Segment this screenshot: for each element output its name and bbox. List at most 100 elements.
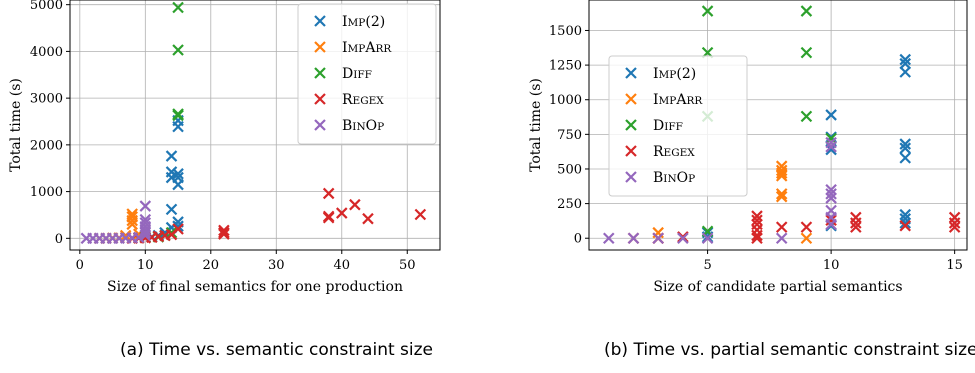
- data-point: [126, 218, 138, 231]
- legend-label: REGEX: [653, 144, 695, 160]
- legend-label: BINOP: [342, 118, 384, 134]
- panel-b-scatter: 5 10 15 0 250 500 750 1000 1250 1500 Size of candi…: [528, 0, 968, 295]
- data-point: [775, 170, 788, 182]
- data-point: [126, 214, 138, 227]
- data-point: [751, 232, 763, 245]
- legend-marker: [314, 93, 326, 105]
- y-tick-label: 5000: [30, 0, 63, 13]
- legend-marker: [625, 145, 637, 157]
- data-point: [701, 5, 714, 17]
- data-point: [775, 167, 788, 179]
- data-point: [80, 232, 93, 245]
- y-tick-label: 4000: [30, 45, 63, 60]
- data-point: [948, 221, 961, 233]
- legend-label: BINOP: [653, 170, 695, 186]
- data-point: [139, 229, 152, 242]
- legend-label: IMP(2): [342, 14, 385, 30]
- legend-marker: [625, 67, 637, 79]
- data-point: [602, 232, 615, 245]
- data-point: [825, 218, 837, 231]
- x-tick-label: 40: [333, 258, 350, 273]
- legend-marker: [314, 41, 326, 53]
- x-tick-label: 10: [137, 258, 154, 273]
- data-point: [775, 190, 788, 203]
- y-tick-label: 2000: [30, 138, 63, 153]
- data-point: [652, 232, 664, 245]
- data-point: [751, 210, 763, 222]
- data-point: [825, 141, 837, 153]
- y-tick-label: 500: [557, 162, 582, 177]
- data-point: [850, 217, 862, 229]
- data-point: [850, 221, 862, 233]
- data-point: [165, 150, 178, 162]
- data-point: [800, 46, 813, 59]
- data-point: [775, 232, 788, 245]
- data-point: [775, 188, 788, 200]
- data-point: [800, 110, 813, 123]
- legend-label: IMPARR: [653, 92, 703, 108]
- data-point: [218, 224, 230, 237]
- x-tick-label: 10: [823, 258, 840, 273]
- legend-marker: [625, 171, 637, 183]
- legend-marker: [625, 119, 637, 131]
- legend-label: DIFF: [653, 118, 683, 134]
- data-point: [172, 1, 184, 14]
- y-tick-label: 1000: [30, 185, 63, 200]
- data-point: [172, 109, 184, 122]
- data-point: [139, 226, 152, 239]
- plot-frame: [69, 0, 441, 251]
- legend-box: [297, 3, 437, 145]
- data-point: [825, 192, 837, 204]
- legend-marker: [314, 119, 326, 131]
- y-tick-label: 250: [557, 197, 582, 212]
- data-point: [800, 232, 813, 245]
- data-point: [825, 132, 837, 145]
- data-point: [899, 208, 912, 221]
- y-axis-label: Total time (s): [528, 78, 544, 172]
- data-point: [335, 207, 348, 219]
- legend-label: IMP(2): [653, 66, 696, 82]
- y-tick-label: 750: [557, 128, 582, 143]
- y-tick-label: 1000: [549, 93, 582, 108]
- x-axis-label: Size of candidate partial semantics: [653, 279, 902, 295]
- data-point: [349, 198, 361, 211]
- data-point: [362, 212, 374, 225]
- x-tick-label: 15: [946, 258, 963, 273]
- data-point: [172, 178, 184, 191]
- legend-marker: [314, 15, 326, 27]
- data-point: [800, 221, 813, 233]
- data-point: [414, 208, 427, 221]
- x-tick-label: 20: [203, 258, 220, 273]
- data-point: [825, 136, 837, 149]
- data-point: [677, 232, 689, 245]
- data-point: [899, 66, 912, 78]
- data-point: [218, 228, 230, 240]
- data-point: [119, 229, 132, 242]
- data-point: [899, 142, 912, 154]
- legend-label: DIFF: [342, 66, 372, 82]
- caption-a: (a) Time vs. semantic constraint size: [120, 340, 434, 360]
- y-tick-label: 0: [55, 232, 63, 247]
- y-tick-label: 3000: [30, 92, 63, 107]
- panel-a-scatter: 0 10 20 30 40 50 0 1000 2000 3000 4000 5000 Size of …: [8, 0, 441, 295]
- data-point: [751, 214, 763, 226]
- data-point: [172, 168, 184, 180]
- x-axis-label: Size of final semantics for one producti…: [107, 279, 403, 295]
- y-tick-label: 1250: [549, 59, 582, 74]
- legend-label: IMPARR: [342, 40, 392, 56]
- x-tick-label: 30: [268, 258, 285, 273]
- y-tick-label: 0: [574, 232, 582, 247]
- data-point: [800, 5, 813, 17]
- data-point: [627, 232, 640, 245]
- data-point: [899, 217, 912, 229]
- data-point: [825, 188, 837, 200]
- data-point: [701, 232, 714, 245]
- data-point: [322, 211, 335, 224]
- data-point: [825, 214, 837, 226]
- data-point: [948, 217, 961, 229]
- data-point: [899, 152, 912, 164]
- data-point: [165, 203, 178, 216]
- legend-marker: [314, 67, 326, 79]
- legend: IMP(2) IMPARR DIFF REGEX BINOP: [297, 3, 437, 145]
